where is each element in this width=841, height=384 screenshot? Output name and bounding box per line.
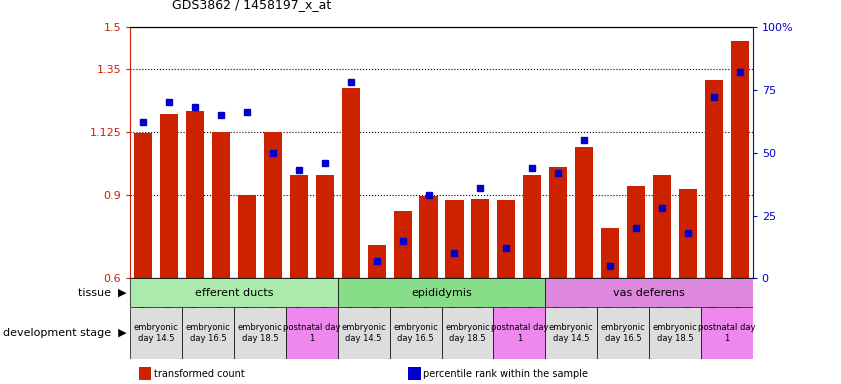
Bar [446,200,463,278]
Bar [597,307,649,359]
Bar [234,307,286,359]
Bar [705,80,723,278]
Text: percentile rank within the sample: percentile rank within the sample [423,369,588,379]
Bar [545,278,753,307]
Bar [627,186,645,278]
Text: embryonic
day 14.5: embryonic day 14.5 [134,323,178,343]
Bar [186,111,204,278]
Bar [679,189,697,278]
Text: postnatal day
1: postnatal day 1 [698,323,755,343]
Bar [389,307,442,359]
Bar [290,175,308,278]
Bar [212,132,230,278]
Bar [264,132,282,278]
Bar [135,133,152,278]
Bar [549,167,568,278]
Bar [523,175,542,278]
Text: embryonic
day 18.5: embryonic day 18.5 [445,323,489,343]
Bar [497,200,516,278]
Text: postnatal day
1: postnatal day 1 [490,323,548,343]
Text: embryonic
day 14.5: embryonic day 14.5 [341,323,386,343]
Bar [442,307,494,359]
Bar [160,114,178,278]
Bar [601,228,619,278]
Bar [494,307,545,359]
Text: embryonic
day 16.5: embryonic day 16.5 [600,323,645,343]
Bar [286,307,338,359]
Text: embryonic
day 14.5: embryonic day 14.5 [549,323,594,343]
Text: tissue  ▶: tissue ▶ [77,288,126,298]
Text: vas deferens: vas deferens [613,288,685,298]
Text: efferent ducts: efferent ducts [195,288,273,298]
Bar [341,88,360,278]
Text: embryonic
day 16.5: embryonic day 16.5 [186,323,230,343]
Text: transformed count: transformed count [154,369,245,379]
Text: GDS3862 / 1458197_x_at: GDS3862 / 1458197_x_at [172,0,331,12]
Bar [653,175,671,278]
Bar [130,307,182,359]
Bar [315,175,334,278]
Bar [182,307,234,359]
Text: embryonic
day 16.5: embryonic day 16.5 [394,323,438,343]
Bar [649,307,701,359]
Bar [368,245,386,278]
Text: development stage  ▶: development stage ▶ [3,328,126,338]
Bar [130,278,338,307]
Bar [575,147,593,278]
Bar [338,307,389,359]
Text: postnatal day
1: postnatal day 1 [283,323,341,343]
Bar [471,199,489,278]
Text: epididymis: epididymis [411,288,472,298]
Bar [338,278,545,307]
Bar [731,41,748,278]
Bar [545,307,597,359]
Bar [701,307,753,359]
Text: embryonic
day 18.5: embryonic day 18.5 [238,323,283,343]
Text: embryonic
day 18.5: embryonic day 18.5 [653,323,697,343]
Bar [394,211,412,278]
Bar [238,195,257,278]
Bar [420,196,437,278]
